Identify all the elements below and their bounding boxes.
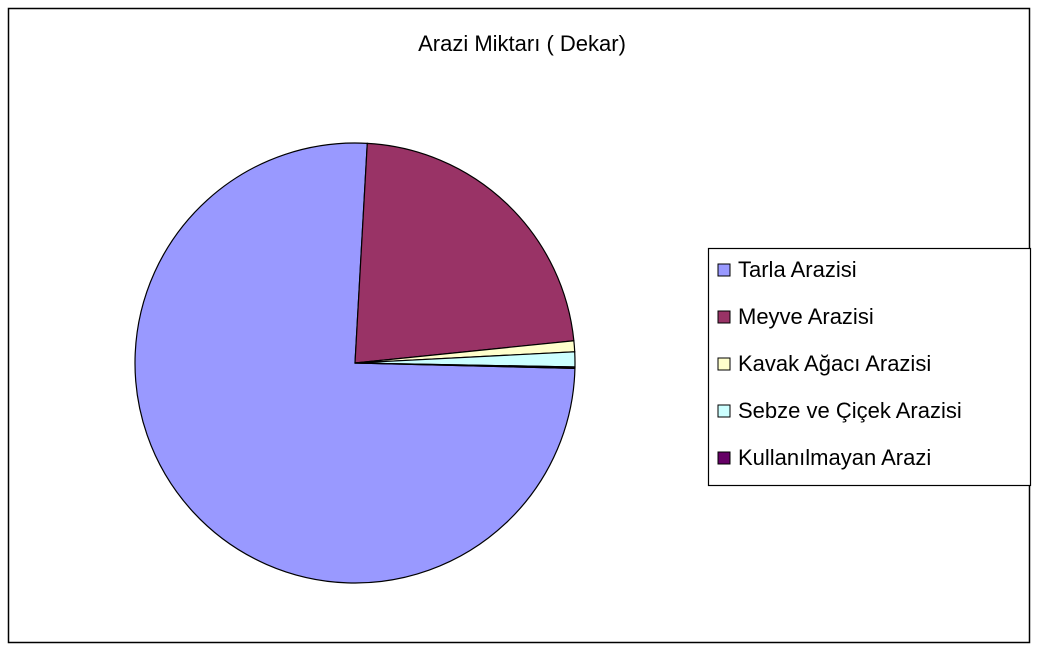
legend-label: Kullanılmayan Arazi xyxy=(738,445,931,470)
legend-label: Kavak Ağacı Arazisi xyxy=(738,351,931,376)
pie-slice xyxy=(354,142,575,364)
legend-swatch xyxy=(717,263,731,277)
legend-swatch xyxy=(717,451,731,465)
legend-swatch xyxy=(717,357,731,371)
legend-label: Tarla Arazisi xyxy=(738,257,857,282)
legend-label: Sebze ve Çiçek Arazisi xyxy=(738,398,962,423)
pie-slice xyxy=(354,362,576,369)
legend-swatch xyxy=(717,404,731,418)
legend-swatch xyxy=(717,310,731,324)
legend-box xyxy=(707,247,1032,487)
legend-label: Meyve Arazisi xyxy=(738,304,874,329)
chart-title: Arazi Miktarı ( Dekar) xyxy=(418,31,626,56)
